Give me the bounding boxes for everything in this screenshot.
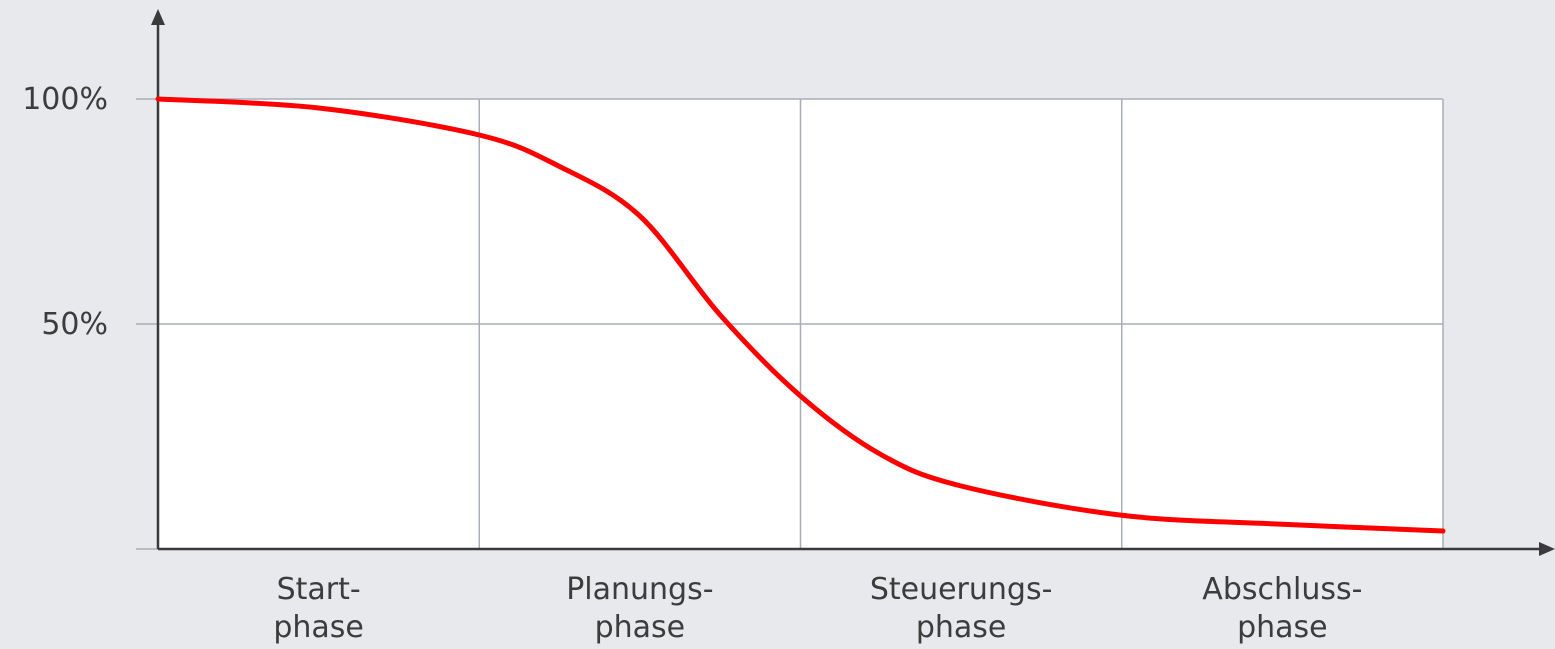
y-tick-label: 50% <box>41 307 108 342</box>
x-category-label: Planungs-phase <box>566 572 713 645</box>
grid <box>158 98 1444 549</box>
y-tick-label: 100% <box>22 82 108 117</box>
series-layer <box>155 96 1446 534</box>
x-category-label: Steuerungs-phase <box>870 572 1053 645</box>
x-axis-arrow <box>1539 542 1555 556</box>
series-line <box>155 96 1446 534</box>
axes <box>136 9 1555 556</box>
x-category-label: Abschluss-phase <box>1202 572 1362 645</box>
x-category-label: Start-phase <box>273 572 364 645</box>
y-axis-arrow <box>151 9 165 25</box>
labels: 100% 50% Start-phase Planungs-phase Steuerun… <box>22 82 1362 645</box>
